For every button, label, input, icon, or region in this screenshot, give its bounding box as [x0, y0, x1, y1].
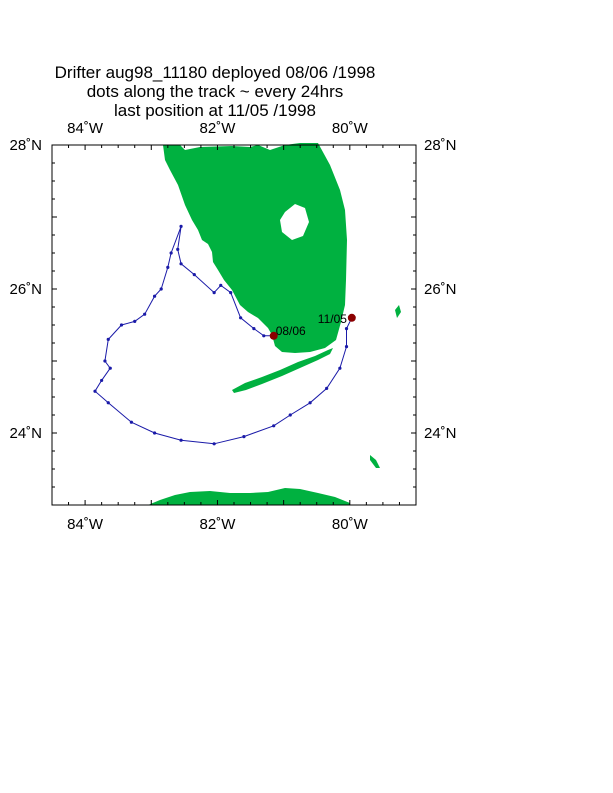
track-dot [212, 291, 216, 295]
track-dot [212, 442, 216, 446]
land-bahamas [395, 305, 401, 318]
track-dot [129, 420, 134, 424]
lat-tick-label-right: 24˚N [424, 425, 457, 442]
lon-tick-label-bottom: 80˚W [332, 516, 369, 533]
map-tick-labels: 84˚W 84˚W 82˚W 82˚W 80˚W 80˚W 28˚N 28˚N 26˚N 26˚N… [9, 120, 456, 533]
track-dot [108, 366, 112, 370]
lat-tick-label-left: 26˚N [9, 281, 42, 298]
last-position-label: 11/05 [318, 312, 347, 326]
track-dot [152, 294, 157, 298]
last-position-marker [347, 313, 356, 322]
title-line-3: last position at 11/05 /1998 [114, 101, 316, 120]
lat-tick-label-left: 24˚N [9, 425, 42, 442]
lon-tick-label-bottom: 82˚W [200, 516, 237, 533]
track-dot [133, 319, 137, 323]
track-dot [239, 316, 243, 320]
lon-tick-label-top: 80˚W [332, 120, 369, 137]
lon-tick-label-bottom: 84˚W [67, 516, 104, 533]
deployment-marker [269, 331, 278, 340]
track-dot [262, 334, 266, 338]
track-dot [338, 366, 342, 370]
title-line-1: Drifter aug98_11180 deployed 08/06 /1998 [54, 63, 376, 82]
land-cay [370, 455, 380, 468]
lake-okeechobee [280, 204, 309, 240]
track-daily-dots [93, 224, 354, 446]
track-dot [308, 401, 312, 405]
map-ticks [51, 144, 417, 506]
land-cuba [148, 488, 350, 505]
track-dot [119, 323, 124, 327]
track-dot [143, 312, 147, 316]
track-dot [272, 424, 276, 428]
track-dot [152, 431, 157, 435]
track-dot [106, 337, 110, 341]
land-layer [148, 143, 401, 505]
track-dot [179, 262, 183, 266]
track-dot [192, 273, 196, 277]
track-dot [242, 435, 246, 439]
track-dot [103, 359, 107, 363]
lat-tick-label-left: 28˚N [9, 137, 42, 154]
track-dot [106, 401, 110, 405]
track-dot [176, 247, 180, 251]
track-dot [166, 265, 170, 269]
lat-tick-label-right: 28˚N [424, 137, 457, 154]
lat-tick-label-right: 26˚N [424, 281, 457, 298]
track-dot [288, 413, 292, 417]
land-keys [232, 348, 333, 393]
deployment-label: 08/06 [276, 324, 306, 338]
track-dot [100, 378, 104, 383]
track-dot [325, 386, 329, 390]
track-dot [93, 389, 97, 393]
map-title: Drifter aug98_11180 deployed 08/06 /1998… [0, 63, 430, 120]
title-line-2: dots along the track ~ every 24hrs [86, 82, 344, 101]
track-dot [344, 327, 349, 331]
track-dot [179, 438, 183, 442]
track-dot [229, 291, 233, 295]
track-dot [159, 287, 163, 291]
track-dot [252, 327, 256, 331]
land-florida [163, 143, 347, 353]
track-dot [169, 251, 173, 255]
lon-tick-label-top: 84˚W [67, 120, 104, 137]
track-dot [344, 345, 349, 349]
lon-tick-label-top: 82˚W [200, 120, 237, 137]
track-dot [179, 224, 183, 228]
track-dot [219, 283, 223, 287]
